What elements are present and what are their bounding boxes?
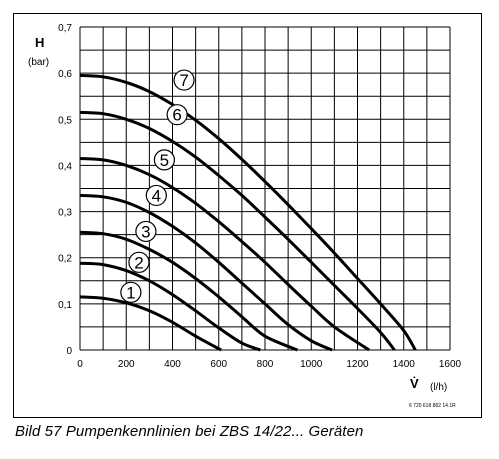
curve-label-4: 4: [145, 184, 167, 207]
pump-curve-5: [79, 157, 370, 352]
x-tick-label: 1400: [393, 359, 416, 370]
curve-label-number: 3: [141, 222, 150, 241]
y-tick-label: 0,3: [58, 208, 72, 219]
y-tick-label: 0: [66, 346, 72, 357]
curve-labels: 1 2 34 5 6 7: [120, 69, 195, 303]
y-tick-label: 0,2: [58, 254, 72, 265]
pump-curve-chart: 1 2 34 5 6 7 0 200 400 600 800 1000 1200 1400 1600 0 0,…: [28, 23, 462, 409]
curve-label-circle: [153, 149, 176, 171]
pump-curve-6: [79, 110, 396, 351]
x-tick-label: 600: [210, 359, 227, 370]
y-tick-label: 0,1: [58, 300, 72, 311]
grid: [79, 26, 451, 351]
pump-curves: [79, 73, 417, 352]
y-axis-title: H: [35, 35, 44, 50]
tick-labels: 0 200 400 600 800 1000 1200 1400 1600 0 0,1 0,2 0,3 0…: [58, 23, 461, 370]
curve-label-number: 1: [126, 283, 135, 302]
pump-curve-3: [79, 230, 298, 352]
pump-curve-7: [79, 73, 417, 351]
pump-curve-2: [79, 261, 261, 352]
curve-label-5: 5: [153, 149, 176, 171]
pump-curve-1: [79, 295, 222, 352]
curve-label-number: 4: [152, 186, 161, 205]
x-axis-title: V̇: [410, 376, 419, 391]
curve-label-number: 5: [160, 151, 169, 170]
y-tick-label: 0,6: [58, 69, 72, 80]
curve-label-circle: [166, 104, 188, 126]
y-tick-label: 0,7: [58, 23, 72, 34]
curve-label-number: 7: [179, 71, 188, 90]
y-axis-unit: (bar): [28, 57, 49, 68]
x-tick-label: 400: [164, 359, 181, 370]
y-tick-label: 0,4: [58, 161, 72, 172]
curve-label-7: 7: [173, 69, 195, 91]
curve-label-number: 2: [134, 253, 143, 272]
curve-label-circle: [128, 251, 150, 273]
x-tick-label: 800: [257, 359, 274, 370]
y-tick-label: 0,5: [58, 115, 72, 126]
figure-code: 6 720 618 882 14.1R: [409, 403, 456, 409]
x-tick-label: 1200: [346, 359, 369, 370]
curve-label-circle: [173, 69, 195, 91]
curve-label-1: 1: [120, 281, 142, 303]
curve-label-circle: [120, 281, 142, 303]
curve-label-3: 3: [135, 220, 157, 243]
x-tick-label: 0: [77, 359, 83, 370]
x-axis-unit: (l/h): [430, 382, 447, 393]
x-tick-label: 200: [118, 359, 135, 370]
curve-label-6: 6: [166, 104, 188, 126]
figure-frame: [13, 13, 482, 418]
x-tick-label: 1000: [300, 359, 323, 370]
curve-label-number: 6: [172, 106, 181, 125]
curve-label-circle: [145, 184, 167, 207]
curve-label-circle: [135, 220, 157, 243]
pump-curve-4: [79, 193, 333, 352]
x-tick-label: 1600: [439, 359, 462, 370]
curve-label-2: 2: [128, 251, 150, 273]
figure-caption: Bild 57 Pumpenkennlinien bei ZBS 14/22..…: [15, 423, 364, 440]
